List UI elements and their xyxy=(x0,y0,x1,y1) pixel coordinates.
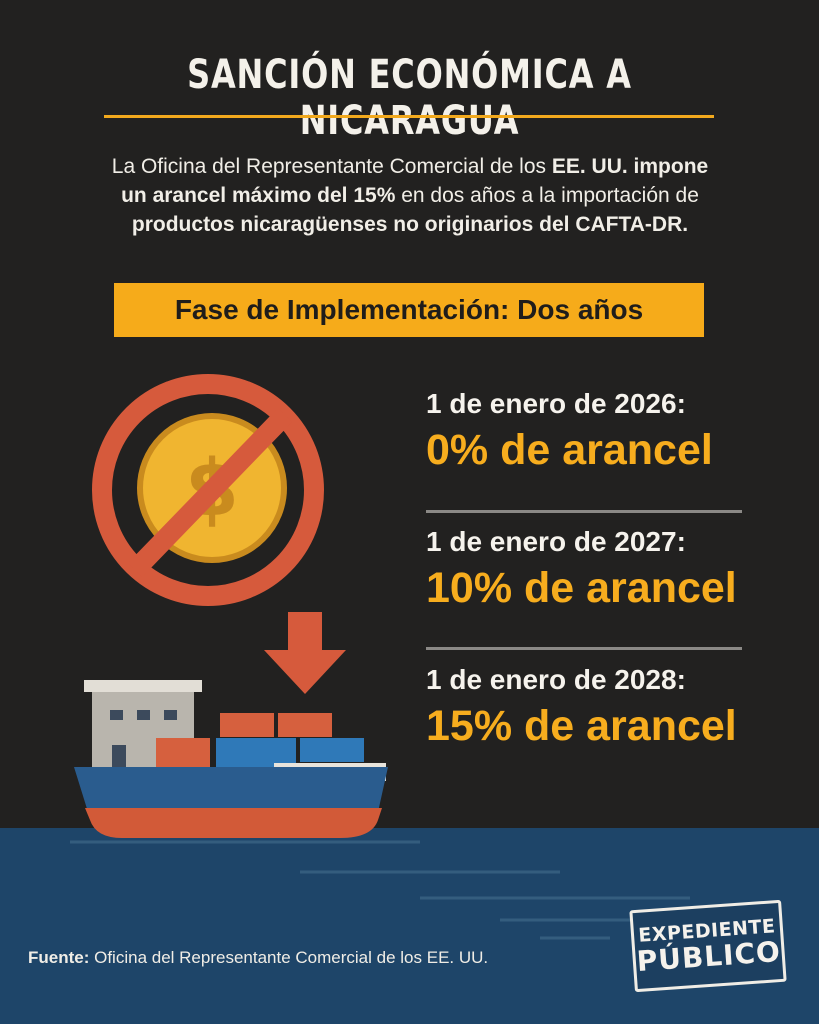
prohibition-icon xyxy=(127,408,293,577)
phase-banner: Fase de Implementación: Dos años xyxy=(114,283,704,337)
water-lines xyxy=(70,840,690,940)
intro-text-1: La Oficina del Representante Comercial d… xyxy=(111,155,552,178)
milestone-item: 1 de enero de 2027: 10% de arancel xyxy=(426,526,746,664)
expediente-publico-logo: EXPEDIENTE PÚBLICO xyxy=(629,899,787,993)
milestone-item: 1 de enero de 2028: 15% de arancel xyxy=(426,664,746,802)
milestone-divider xyxy=(426,510,742,513)
milestone-item: 1 de enero de 2026: 0% de arancel xyxy=(426,388,746,526)
source-label: Fuente: xyxy=(28,948,90,967)
page-title: SANCIÓN ECONÓMICA A NICARAGUA xyxy=(187,52,632,144)
prohibited-dollar-coin-icon: $ xyxy=(92,374,324,606)
source-credit: Fuente: Oficina del Representante Comerc… xyxy=(28,948,488,968)
intro-bold-3: productos nicaragüenses no originarios d… xyxy=(131,213,689,236)
intro-bold-2: un arancel máximo del 15% xyxy=(121,184,396,207)
source-text: Oficina del Representante Comercial de l… xyxy=(89,948,489,967)
milestone-date: 1 de enero de 2028: xyxy=(426,664,686,695)
intro-text-2: en dos años a la importación de xyxy=(395,184,699,207)
milestone-tariff: 15% de arancel xyxy=(426,702,737,750)
down-arrow-icon xyxy=(264,612,346,694)
logo-line-2: PÚBLICO xyxy=(635,934,782,978)
milestone-divider xyxy=(426,647,742,650)
intro-paragraph: La Oficina del Representante Comercial d… xyxy=(60,152,760,239)
title-underline xyxy=(104,115,714,118)
milestone-list: 1 de enero de 2026: 0% de arancel 1 de e… xyxy=(426,388,746,802)
milestone-tariff: 0% de arancel xyxy=(426,426,713,474)
milestone-date: 1 de enero de 2027: xyxy=(426,526,686,557)
milestone-tariff: 10% de arancel xyxy=(426,564,737,612)
intro-bold-1: EE. UU. impone xyxy=(551,155,709,178)
cargo-ship-icon xyxy=(74,680,388,838)
milestone-date: 1 de enero de 2026: xyxy=(426,388,686,419)
